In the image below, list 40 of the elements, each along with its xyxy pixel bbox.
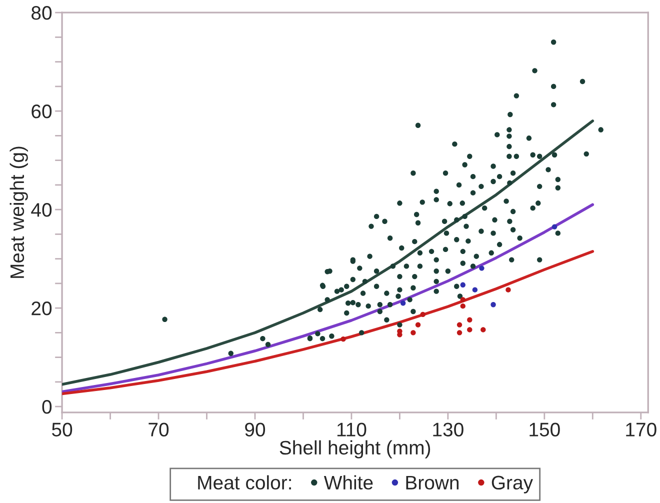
legend-title: Meat color: xyxy=(198,475,291,490)
line-series xyxy=(62,120,594,386)
y-tick-label: 20 xyxy=(32,302,52,316)
point xyxy=(456,322,462,328)
point xyxy=(460,282,466,288)
point xyxy=(467,327,472,332)
y-tick-label: 40 xyxy=(31,203,52,217)
point xyxy=(456,330,462,336)
y-tick-label: 0 xyxy=(42,400,52,414)
x-tick-label: 90 xyxy=(245,422,266,436)
x-tick-label: 50 xyxy=(52,422,72,436)
y-tick-label: 60 xyxy=(32,104,52,118)
point xyxy=(479,266,484,271)
point xyxy=(506,287,511,292)
line-series xyxy=(62,203,594,394)
point xyxy=(552,224,558,230)
legend-label: Gray xyxy=(492,476,533,494)
line-series xyxy=(62,250,594,396)
point xyxy=(460,303,466,309)
x-axis-title: Shell height (mm) xyxy=(280,440,430,458)
y-axis-title: Meat weight (g) xyxy=(10,146,28,278)
legend-label: White xyxy=(324,475,373,490)
x-tick-label: 110 xyxy=(337,422,366,436)
point xyxy=(420,312,426,318)
x-tick-label: 170 xyxy=(626,422,656,436)
legend-label: Brown xyxy=(406,476,459,490)
x-tick-label: 150 xyxy=(530,422,560,436)
point xyxy=(415,322,421,328)
point xyxy=(460,297,466,302)
point xyxy=(397,332,402,338)
x-tick-label: 70 xyxy=(148,422,169,436)
point xyxy=(490,302,496,308)
y-tick-label: 80 xyxy=(32,6,52,20)
point xyxy=(400,300,406,306)
x-tick-label: 130 xyxy=(433,422,464,436)
point xyxy=(472,287,478,292)
point xyxy=(480,327,486,332)
point xyxy=(410,330,416,336)
point xyxy=(340,336,346,342)
point xyxy=(467,317,472,322)
